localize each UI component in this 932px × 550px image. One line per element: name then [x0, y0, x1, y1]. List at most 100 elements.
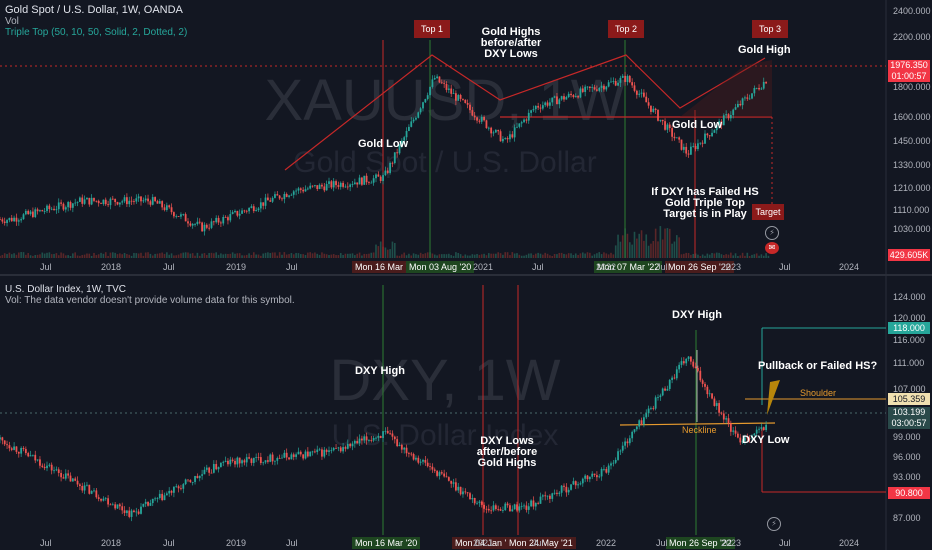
- gold-candle: [57, 202, 60, 210]
- dxy-candle: [530, 500, 532, 507]
- dxy-candle: [704, 383, 706, 387]
- gold-candle: [438, 76, 441, 83]
- volume-bar: [309, 252, 311, 258]
- dxy-target-high-badge[interactable]: 118.000: [888, 322, 930, 334]
- neckline-label[interactable]: Neckline: [682, 425, 717, 435]
- gold-candle: [711, 132, 713, 137]
- top-date-sep22[interactable]: Mon 26 Sep '22: [665, 261, 734, 273]
- top-vol-label[interactable]: Vol: [5, 16, 19, 27]
- gold-candle: [1, 219, 4, 222]
- top-date-mar22[interactable]: Mon 07 Mar '22: [594, 261, 663, 273]
- volume-bar: [612, 254, 615, 258]
- dxy-candle: [95, 490, 98, 498]
- dxy-target-low-badge[interactable]: 90.800: [888, 487, 930, 499]
- top-date-mar20[interactable]: Mon 16 Mar '20: [352, 261, 421, 273]
- lightning-icon[interactable]: ⚡: [765, 226, 779, 240]
- dxy-candle: [478, 501, 481, 503]
- event-icon[interactable]: ✉: [765, 242, 779, 254]
- bottom-chart-title[interactable]: U.S. Dollar Index, 1W, TVC: [5, 284, 126, 295]
- gold-low-left-label[interactable]: Gold Low: [358, 138, 409, 150]
- volume-bar: [50, 254, 53, 258]
- neckline-line[interactable]: [619, 422, 776, 426]
- gold-candle: [332, 181, 335, 188]
- gold-candle: [140, 196, 142, 202]
- dxy-candle: [518, 506, 521, 511]
- dxy-candle: [748, 437, 751, 439]
- volume-bar: [238, 253, 241, 258]
- gold-candle: [762, 81, 765, 89]
- volume-bar: [201, 253, 203, 258]
- dxy-high-left-label[interactable]: DXY High: [355, 365, 405, 377]
- pullback-arrow[interactable]: [767, 380, 780, 415]
- gold-candle: [90, 197, 93, 205]
- gold-candle: [177, 216, 180, 217]
- dxy-candle: [450, 480, 453, 484]
- gold-candle: [76, 201, 79, 203]
- lightning-icon-bottom[interactable]: ⚡: [767, 517, 781, 531]
- dxy-current-price-badge[interactable]: 103.199 03:00:57: [888, 407, 930, 429]
- dxy-candle: [328, 450, 330, 452]
- failed-hs-note[interactable]: If DXY has Failed HS Gold Triple Top Tar…: [640, 187, 770, 220]
- dxy-candle: [725, 418, 728, 420]
- gold-candle: [83, 199, 86, 204]
- target-badge[interactable]: Target: [752, 204, 784, 220]
- dxy-shoulder-badge[interactable]: 105.359: [888, 393, 930, 405]
- volume-bar: [666, 228, 669, 258]
- gold-current-price: 1976.350: [890, 60, 928, 70]
- dxy-candle: [227, 460, 229, 465]
- gold-highs-note[interactable]: Gold Highs before/after DXY Lows: [470, 27, 552, 60]
- dxy-candle: [27, 453, 30, 457]
- dxy-candle: [382, 431, 384, 438]
- indicator-label[interactable]: Triple Top (50, 10, 50, Solid, 2, Dotted…: [5, 27, 188, 38]
- volume-badge[interactable]: 429.605K: [888, 249, 930, 261]
- gold-low-right-label[interactable]: Gold Low: [672, 119, 723, 131]
- dxy-lows-note[interactable]: DXY Lows after/before Gold Highs: [465, 436, 549, 469]
- volume-bar: [697, 254, 699, 258]
- dxy-candle: [86, 484, 88, 486]
- top2-badge[interactable]: Top 2: [608, 20, 644, 38]
- bottom-date-jan21[interactable]: Mon 04 Jan '21: [452, 537, 520, 549]
- dxy-candle: [142, 503, 145, 507]
- top3-badge[interactable]: Top 3: [752, 20, 788, 38]
- gold-high-label[interactable]: Gold High: [738, 44, 791, 56]
- gold-candle: [563, 96, 565, 100]
- volume-bar: [62, 253, 65, 258]
- volume-bar: [295, 252, 297, 258]
- dxy-candle: [161, 493, 164, 501]
- gold-candle: [408, 126, 410, 131]
- gold-candle: [664, 121, 666, 130]
- bottom-vol-note[interactable]: Vol: The data vendor doesn't provide vol…: [5, 295, 295, 306]
- drawing-layer[interactable]: [0, 40, 886, 535]
- shoulder-label[interactable]: Shoulder: [800, 388, 837, 398]
- volume-bar: [448, 253, 450, 258]
- gold-candle: [372, 178, 375, 183]
- bottom-date-mar20[interactable]: Mon 16 Mar '20: [352, 537, 421, 549]
- triple-top-pattern[interactable]: [284, 54, 766, 171]
- bottom-date-may21[interactable]: Mon 24 May '21: [506, 537, 576, 549]
- gold-candle: [657, 109, 659, 121]
- top-date-aug20[interactable]: Mon 03 Aug '20: [406, 261, 475, 273]
- dxy-high-top-label[interactable]: DXY High: [672, 309, 722, 321]
- top-chart-title[interactable]: Gold Spot / U.S. Dollar, 1W, OANDA: [5, 4, 183, 16]
- gold-candle: [624, 75, 626, 82]
- gold-candle: [358, 177, 361, 185]
- gold-candle: [60, 202, 62, 204]
- top1-badge[interactable]: Top 1: [414, 20, 450, 38]
- dxy-candle: [565, 486, 568, 493]
- volume-bar: [652, 241, 655, 258]
- volume-bar: [478, 254, 481, 258]
- dxy-candle: [659, 395, 662, 398]
- pullback-label[interactable]: Pullback or Failed HS?: [758, 360, 878, 372]
- failed-hs-line2: Gold Triple Top: [665, 197, 745, 209]
- gold-current-price-badge[interactable]: 1976.350 01:00:57: [888, 60, 930, 82]
- bottom-time-label: 2018: [101, 538, 122, 548]
- gold-candle: [715, 124, 718, 131]
- dxy-low-label[interactable]: DXY Low: [742, 434, 790, 446]
- gold-candle: [304, 189, 307, 192]
- bottom-date-sep22[interactable]: Mon 26 Sep '22: [666, 537, 735, 549]
- volume-bar: [471, 254, 474, 258]
- volume-bar: [563, 253, 565, 258]
- gold-candle: [88, 197, 91, 205]
